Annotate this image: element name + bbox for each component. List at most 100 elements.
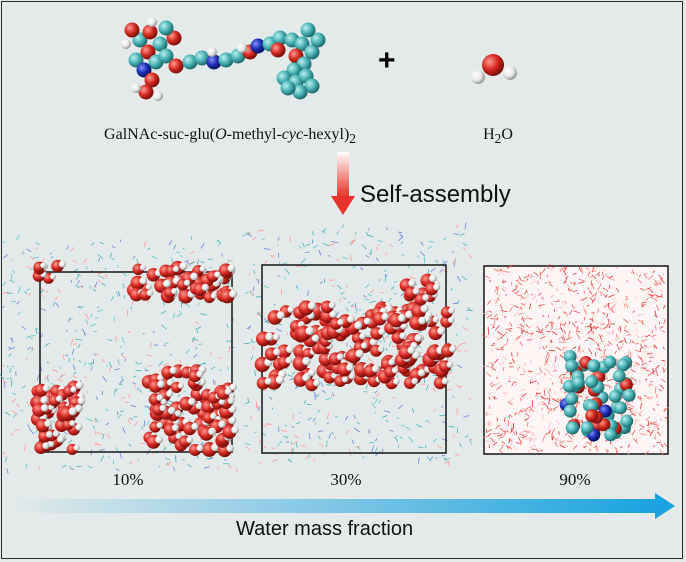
solvent-line: [35, 327, 38, 335]
solvent-line: [6, 468, 9, 474]
solvent-line: [627, 444, 631, 448]
solvent-line: [578, 298, 583, 302]
water-hydrogen: [218, 420, 226, 428]
solvent-line: [619, 326, 622, 333]
water-hydrogen: [40, 262, 47, 269]
solvent-line: [173, 244, 177, 250]
solvent-line: [462, 247, 467, 251]
solvent-line: [311, 239, 314, 244]
solvent-line: [331, 431, 334, 435]
solvent-line: [558, 442, 564, 447]
solvent-line: [559, 354, 564, 359]
solvent-line: [450, 288, 453, 291]
solvent-line: [538, 292, 542, 296]
solvent-line: [1, 306, 5, 308]
solvent-line: [488, 362, 494, 364]
solvent-line: [553, 362, 556, 370]
solvent-line: [468, 438, 473, 441]
water-hydrogen: [40, 396, 49, 404]
solvent-line: [656, 304, 660, 311]
solvent-line: [640, 343, 643, 349]
water-hydrogen: [139, 276, 148, 285]
solvent-line: [307, 290, 309, 296]
solvent-line: [529, 360, 533, 364]
atom: [144, 72, 160, 88]
solvent-line: [588, 448, 592, 452]
solvent-line: [533, 271, 539, 277]
solvent-line: [345, 430, 349, 434]
solvent-line: [375, 339, 382, 343]
solvent-line: [377, 239, 384, 243]
solvent-line: [399, 436, 403, 439]
solvent-line: [650, 334, 657, 338]
solvent-line: [114, 388, 116, 396]
solvent-line: [128, 443, 132, 447]
solvent-line: [122, 272, 128, 277]
water-hydrogen: [70, 386, 77, 393]
solvent-line: [70, 246, 75, 252]
solvent-line: [542, 345, 545, 350]
solvent-line: [557, 438, 562, 444]
solvent-line: [350, 239, 356, 243]
solvent-line: [548, 283, 554, 288]
solvent-line: [178, 310, 182, 314]
solvent-line: [75, 274, 80, 280]
solvent-line: [35, 242, 40, 245]
solvent-line: [107, 339, 113, 342]
solvent-line: [83, 332, 86, 336]
solvent-line: [345, 307, 349, 312]
solvent-line: [485, 275, 490, 279]
solvent-line: [499, 433, 503, 440]
solvent-line: [317, 393, 320, 397]
solvent-line: [396, 375, 399, 378]
atom: [619, 378, 633, 392]
solvent-line: [378, 400, 382, 403]
solvent-line: [21, 385, 26, 389]
solvent-line: [313, 391, 318, 398]
solvent-line: [654, 432, 657, 438]
solvent-line: [575, 326, 578, 329]
solvent-line: [291, 425, 295, 428]
solvent-line: [418, 457, 420, 464]
solvent-line: [530, 437, 532, 442]
solvent-line: [639, 348, 642, 353]
solvent-line: [601, 272, 604, 276]
solvent-line: [87, 465, 93, 469]
water-hydrogen: [437, 327, 446, 335]
solvent-line: [134, 421, 139, 426]
solvent-line: [119, 410, 124, 413]
solvent-line: [10, 337, 14, 343]
solvent-line: [151, 255, 158, 259]
solvent-line: [524, 430, 527, 433]
water-hydrogen: [210, 412, 217, 420]
water-hydrogen: [228, 416, 237, 425]
solvent-line: [656, 295, 662, 298]
water-hydrogen: [449, 345, 457, 353]
solvent-line: [575, 400, 579, 408]
solvent-line: [97, 253, 104, 259]
solvent-line: [486, 372, 492, 378]
solvent-line: [578, 278, 585, 282]
solvent-line: [253, 269, 256, 275]
solvent-line: [197, 326, 202, 330]
solvent-line: [591, 283, 595, 290]
solvent-line: [50, 382, 55, 386]
atom: [128, 52, 144, 68]
solvent-line: [417, 255, 419, 258]
solvent-line: [509, 322, 513, 327]
solvent-line: [663, 407, 666, 412]
solvent-line: [597, 289, 603, 296]
solvent-line: [135, 369, 142, 372]
solvent-line: [101, 282, 106, 287]
solvent-line: [529, 406, 535, 413]
solvent-line: [592, 270, 597, 272]
solvent-line: [305, 243, 311, 247]
solvent-line: [449, 368, 453, 372]
solvent-line: [514, 383, 518, 386]
solvent-line: [516, 369, 519, 372]
solvent-line: [325, 440, 328, 448]
solvent-line: [143, 420, 146, 428]
solvent-line: [444, 458, 450, 461]
solvent-line: [614, 447, 618, 450]
solvent-line: [1, 291, 9, 295]
